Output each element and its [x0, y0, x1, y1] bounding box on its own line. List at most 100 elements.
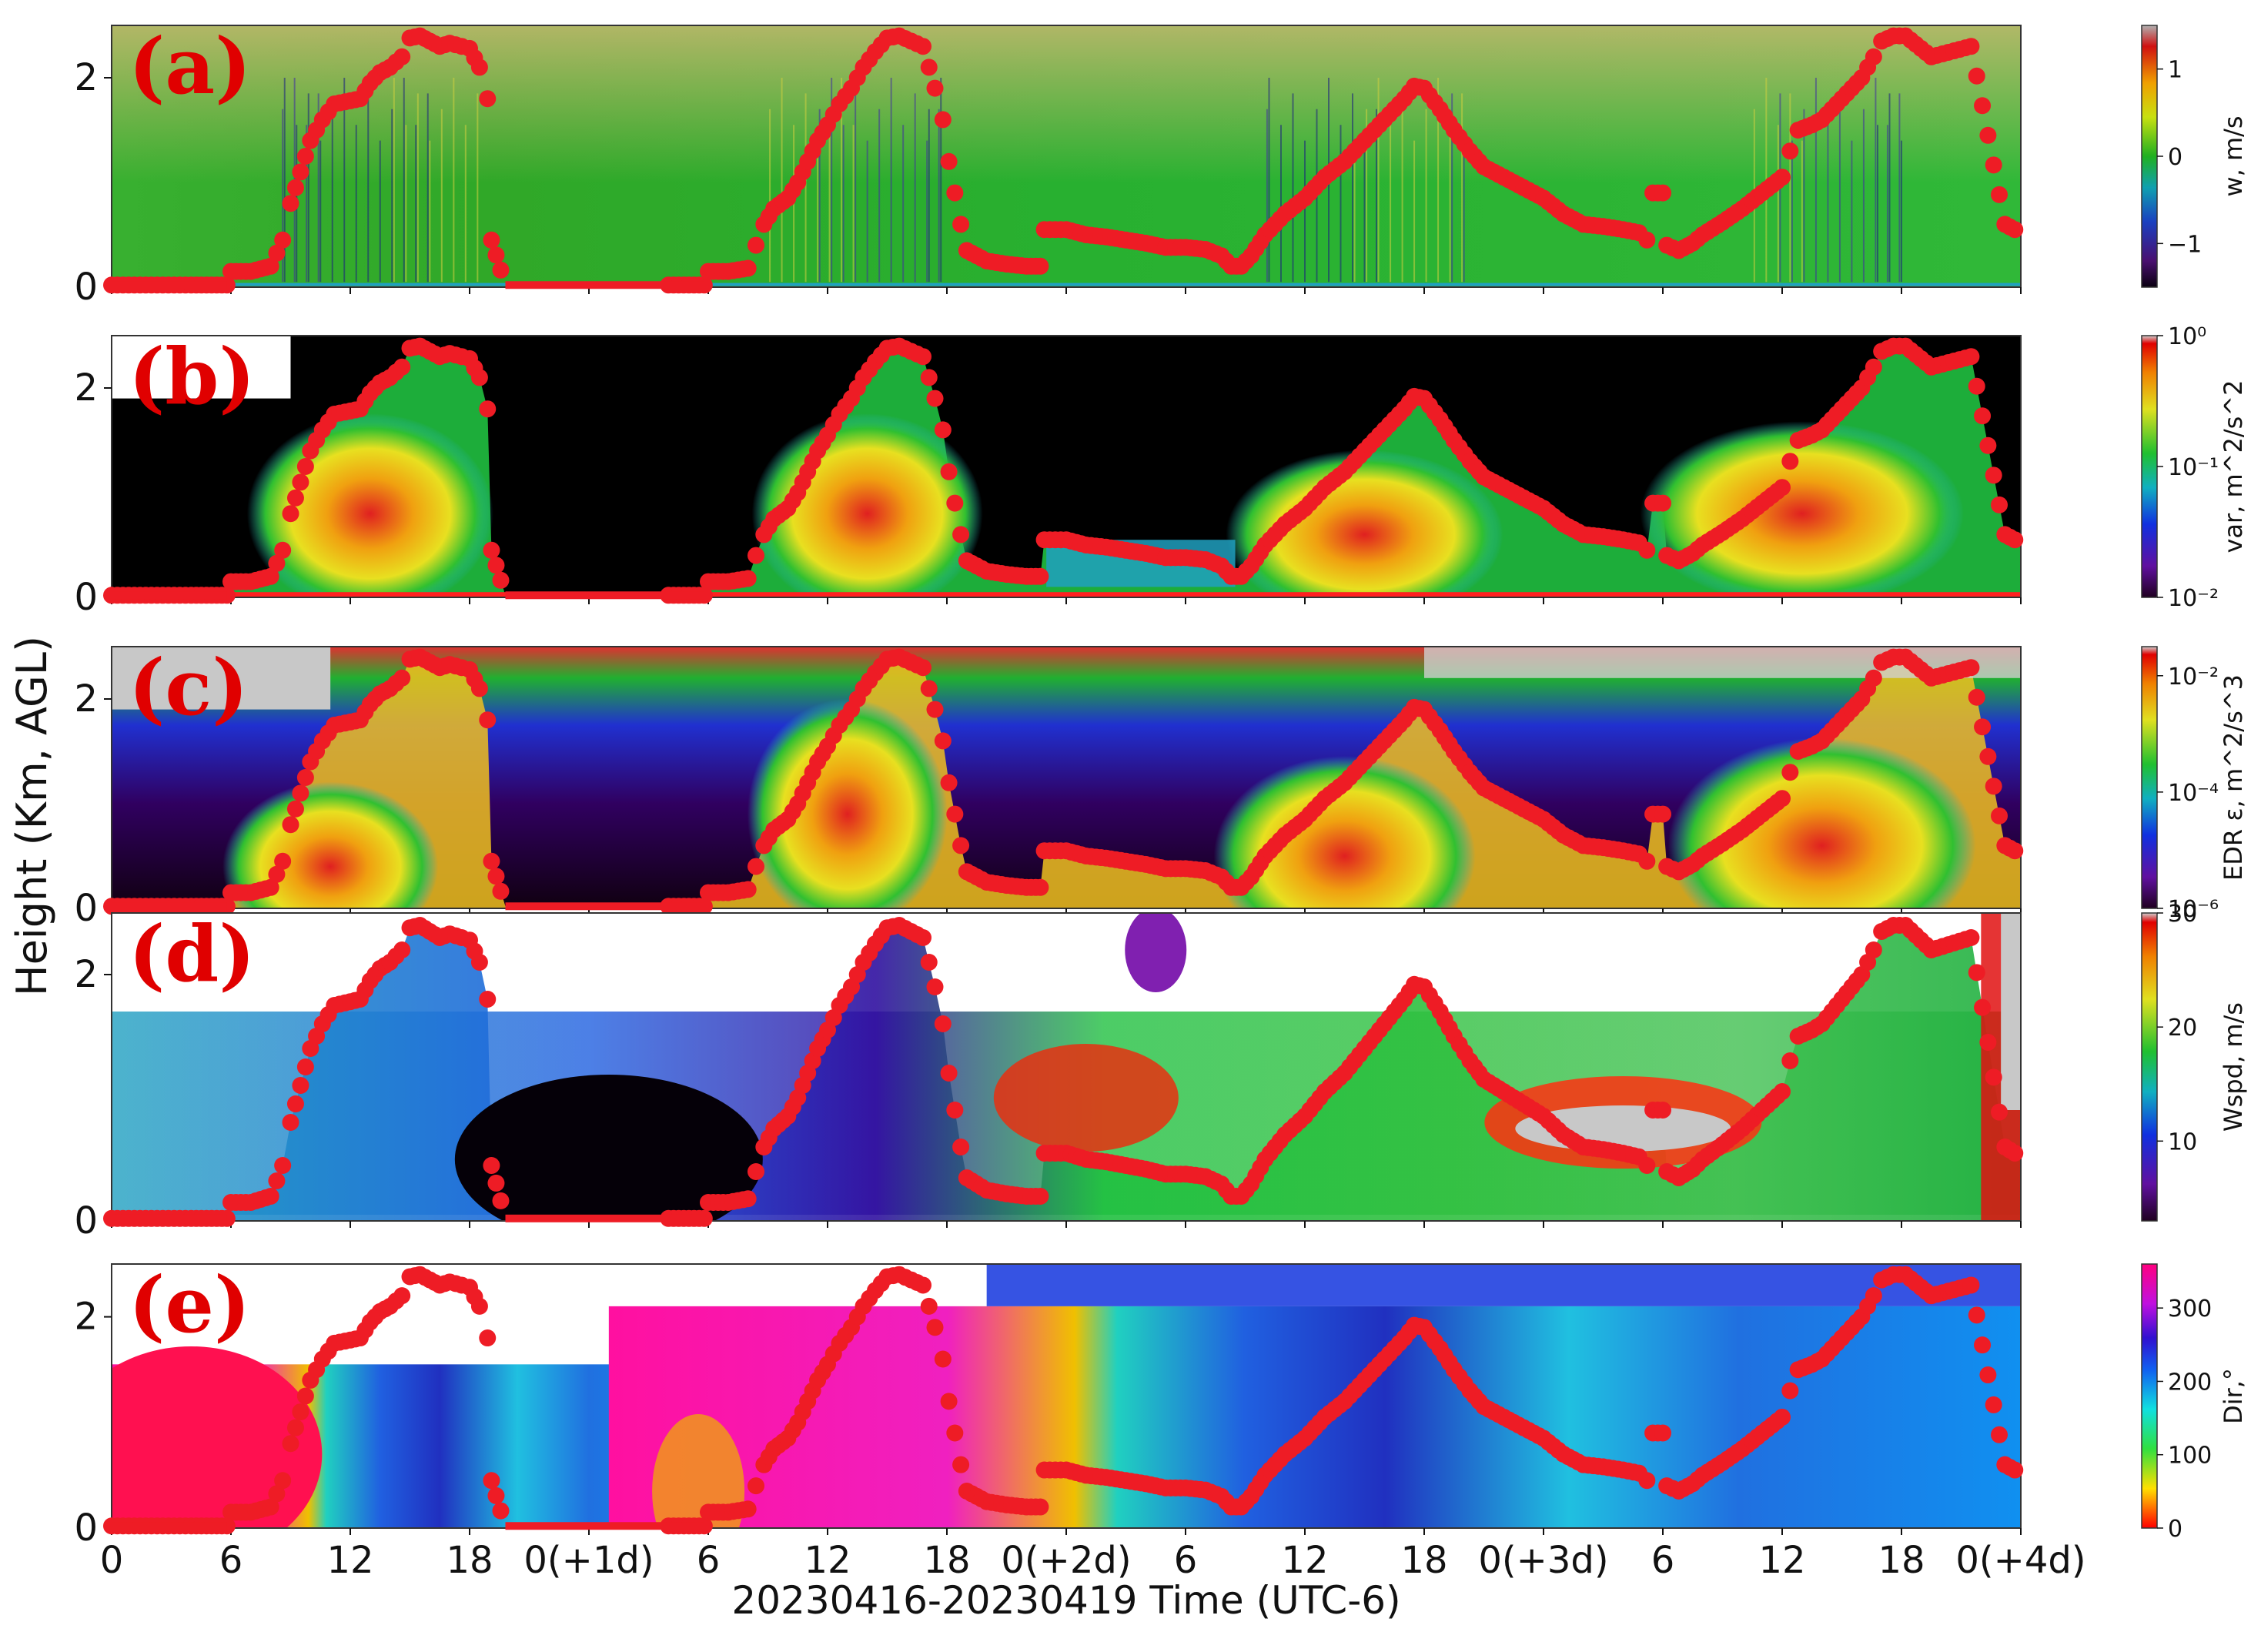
- boundary-layer-point: [1865, 941, 1882, 958]
- x-tick-label: 6: [219, 1539, 243, 1582]
- colorbar: [2141, 912, 2158, 1222]
- figure-ylabel: Height (Km, AGL): [8, 636, 56, 996]
- boundary-layer-point: [282, 505, 299, 523]
- boundary-layer-point: [946, 184, 964, 202]
- boundary-layer-point: [920, 369, 938, 386]
- boundary-layer-point: [920, 680, 938, 697]
- boundary-layer-point: [1654, 1424, 1671, 1442]
- x-tick-label: 0(+3d): [1478, 1539, 1608, 1582]
- colorbar-tick-label: 200: [2168, 1369, 2212, 1396]
- y-tick-label: 2: [74, 677, 98, 721]
- y-tick-label: 0: [74, 266, 98, 309]
- near-surface-band: [112, 592, 2021, 597]
- boundary-layer-point: [505, 281, 704, 289]
- boundary-layer-point: [940, 152, 958, 170]
- boundary-layer-point: [286, 1419, 304, 1436]
- missing-data: [112, 647, 331, 710]
- boundary-layer-series: [103, 27, 2024, 294]
- boundary-layer-point: [483, 1472, 500, 1490]
- boundary-layer-point: [487, 1486, 505, 1504]
- boundary-layer-point: [946, 1424, 964, 1442]
- boundary-layer-point: [479, 400, 497, 418]
- boundary-layer-point: [1991, 807, 2008, 824]
- colorbar-tick-label: 10⁻¹: [2168, 454, 2219, 481]
- boundary-layer-point: [268, 244, 286, 262]
- boundary-layer-point: [492, 571, 510, 589]
- y-tick-label: 2: [74, 366, 98, 410]
- boundary-layer-point: [934, 1350, 952, 1368]
- boundary-layer-point: [487, 246, 505, 264]
- boundary-layer-point: [393, 1287, 411, 1305]
- boundary-layer-point: [282, 1435, 299, 1453]
- colorbar-tick-label: −1: [2168, 231, 2202, 258]
- boundary-layer-point: [934, 421, 952, 439]
- turbulence-core: [1213, 756, 1476, 908]
- colorbar-tick-label: 0: [2168, 144, 2182, 171]
- boundary-layer-point: [952, 216, 970, 233]
- boundary-layer-point: [112, 902, 227, 911]
- boundary-layer-point: [739, 259, 757, 277]
- near-surface-band: [112, 283, 2021, 286]
- boundary-layer-point: [112, 1522, 227, 1530]
- boundary-layer-point: [492, 882, 510, 900]
- boundary-layer-point: [1985, 1068, 2002, 1086]
- boundary-layer-point: [274, 1472, 292, 1490]
- boundary-layer-point: [487, 868, 505, 885]
- figure-xlabel: 20230416-20230419 Time (UTC-6): [731, 1578, 1400, 1623]
- boundary-layer-point: [393, 669, 411, 687]
- boundary-layer-point: [739, 1190, 757, 1208]
- boundary-layer-point: [1654, 805, 1671, 823]
- boundary-layer-point: [946, 805, 964, 823]
- wind-direction-field: [986, 1264, 2021, 1306]
- boundary-layer-point: [748, 858, 764, 875]
- boundary-layer-series: [103, 1266, 2024, 1535]
- x-tick-label: 18: [923, 1539, 970, 1582]
- boundary-layer-point: [296, 1387, 314, 1405]
- boundary-layer-point: [483, 852, 500, 870]
- boundary-layer-point: [470, 954, 488, 971]
- boundary-layer-point: [112, 281, 227, 289]
- boundary-layer-point: [492, 261, 510, 279]
- boundary-layer-point: [1985, 467, 2002, 484]
- boundary-layer-point: [926, 79, 944, 97]
- boundary-layer-point: [470, 1297, 488, 1315]
- southerly-core: [112, 1346, 323, 1528]
- x-tick-label: 0(+1d): [523, 1539, 654, 1582]
- boundary-layer-point: [492, 1192, 510, 1209]
- turbulence-core: [1640, 421, 1964, 597]
- boundary-layer-point: [218, 1517, 236, 1535]
- boundary-layer-point: [292, 163, 309, 181]
- boundary-layer-point: [292, 784, 309, 802]
- boundary-layer-point: [915, 348, 931, 366]
- boundary-layer-point: [479, 711, 497, 729]
- boundary-layer-point: [1991, 496, 2008, 513]
- boundary-layer-point: [748, 1163, 764, 1180]
- boundary-layer-point: [274, 231, 292, 249]
- boundary-layer-point: [505, 902, 704, 911]
- colorbar-label: Dir,°: [2219, 1368, 2248, 1424]
- plot-area: [112, 913, 2021, 1221]
- boundary-layer-series: [103, 917, 2024, 1227]
- boundary-layer-point: [292, 473, 309, 491]
- boundary-layer-point: [1865, 1287, 1882, 1305]
- y-tick-label: 0: [74, 1507, 98, 1550]
- boundary-layer-point: [274, 541, 292, 559]
- boundary-layer-point: [218, 1209, 236, 1227]
- boundary-layer-point: [1654, 184, 1671, 202]
- boundary-layer-point: [1032, 257, 1049, 275]
- y-tick-label: 0: [74, 576, 98, 619]
- boundary-layer-point: [926, 978, 944, 995]
- boundary-layer-point: [479, 991, 497, 1008]
- colorbar-tick-label: 30: [2168, 901, 2197, 928]
- calm-region: [454, 1075, 763, 1221]
- boundary-layer-point: [282, 816, 299, 834]
- boundary-layer-point: [952, 526, 970, 543]
- boundary-layer-point: [479, 90, 497, 108]
- boundary-layer-point: [915, 38, 931, 55]
- boundary-layer-point: [268, 554, 286, 572]
- colorbar: [2141, 646, 2158, 909]
- boundary-layer-point: [487, 1174, 505, 1192]
- boundary-layer-point: [483, 1157, 500, 1174]
- x-tick-label: 18: [1400, 1539, 1447, 1582]
